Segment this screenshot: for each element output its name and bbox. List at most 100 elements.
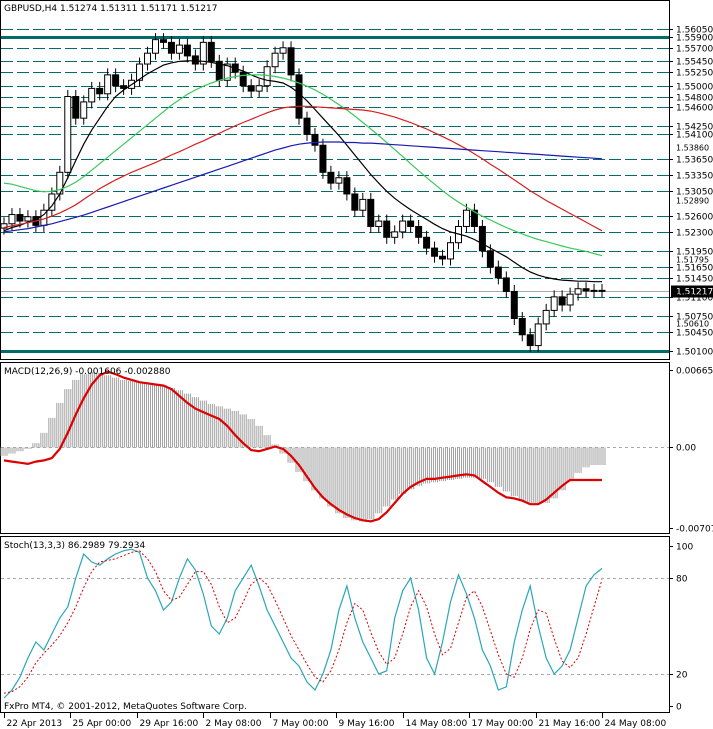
candle-body (64, 96, 72, 173)
candle-body (351, 193, 359, 211)
candle-body (151, 39, 159, 54)
candle-body (8, 214, 16, 225)
candle-body (80, 101, 88, 119)
candle-body (175, 44, 183, 54)
candle-body (439, 255, 447, 260)
macd-title: MACD(12,26,9) -0.001606 -0.002880 (4, 367, 171, 377)
price-tick-label: 1.52300 (676, 229, 713, 239)
candle-body (470, 209, 478, 227)
candle-body (478, 225, 486, 252)
symbol-header: GBPUSD,H4 1.51274 1.51311 1.51171 1.5121… (4, 4, 217, 14)
candle-body (526, 334, 534, 347)
time-tick-label: 9 May 16:00 (339, 719, 395, 729)
price-tick-label-partial: 1.50610 (676, 320, 709, 329)
time-tick-label: 7 May 00:00 (273, 719, 329, 729)
candle-body (415, 225, 423, 238)
main-panel-frame (0, 0, 670, 360)
price-tick-label: 1.51450 (676, 275, 713, 285)
candle-body (598, 289, 606, 292)
candle-body (494, 266, 502, 279)
price-tick-label-partial: 1.51795 (676, 256, 709, 265)
price-tick-label: 1.50100 (676, 348, 713, 358)
candle-body (542, 309, 550, 325)
macd-tick-label: 0.00 (676, 444, 696, 454)
time-tick-label: 21 May 16:00 (539, 719, 601, 729)
ma-blue-line (3, 141, 603, 233)
time-tick-label: 29 Apr 16:00 (140, 719, 199, 729)
candle-body (518, 318, 526, 336)
candle-body (183, 44, 191, 57)
candle-body (144, 52, 152, 65)
candle-body (223, 63, 231, 81)
candle-body (239, 71, 247, 87)
candle-body (311, 133, 319, 146)
candle-body (391, 231, 399, 238)
time-tick-label: 22 Apr 2013 (7, 719, 63, 729)
candle-body (120, 85, 128, 89)
candle-body (558, 296, 566, 306)
candle-body (191, 55, 199, 65)
candle-body (271, 52, 279, 68)
candle-body (510, 290, 518, 320)
stoch-signal-line (3, 550, 603, 694)
stoch-tick-label: 20 (676, 671, 688, 681)
candle-body (367, 198, 375, 227)
candle-body (207, 41, 215, 62)
price-tick-label: 1.51100 (676, 294, 713, 304)
candle-body (534, 323, 542, 347)
candle-body (287, 47, 295, 76)
time-tick-label: 25 Apr 00:00 (73, 719, 132, 729)
macd-tick-label: 0.006658 (676, 367, 713, 377)
price-tick-label: 1.54600 (676, 104, 713, 114)
candle-body (327, 171, 335, 184)
candle-body (88, 87, 96, 103)
candle-body (24, 216, 32, 222)
candle-body (112, 74, 120, 87)
price-tick-label: 1.54800 (676, 94, 713, 104)
candle-body (359, 198, 367, 211)
candle-body (462, 209, 470, 227)
candle-body (335, 177, 343, 184)
candle-body (566, 293, 574, 306)
candle-body (159, 39, 167, 43)
candle-body (295, 74, 303, 119)
candle-body (104, 74, 112, 95)
candle-body (0, 223, 8, 229)
candle-body (582, 288, 590, 292)
price-tick-label: 1.54250 (676, 123, 713, 133)
macd-layer (0, 370, 669, 523)
candle-body (383, 220, 391, 238)
stoch-panel-frame (0, 536, 670, 713)
price-tick-label: 1.51950 (676, 248, 713, 258)
candle-body (279, 47, 287, 54)
candle-body (431, 247, 439, 257)
time-tick-label: 17 May 00:00 (472, 719, 534, 729)
candle-body (399, 220, 407, 233)
price-tick-label: 1.53650 (676, 156, 713, 166)
time-tick-label: 24 May 08:00 (605, 719, 667, 729)
stoch-layer (1, 548, 669, 699)
price-tick-label: 1.55900 (676, 34, 713, 44)
candle-body (447, 242, 455, 260)
time-tick-label: 14 May 08:00 (406, 719, 468, 729)
candle-body (16, 214, 24, 222)
candle-body (590, 289, 598, 292)
candle-body (96, 87, 104, 95)
price-tick-label-partial: 1.53860 (676, 144, 709, 153)
candle-body (167, 41, 175, 54)
price-tick-label: 1.53050 (676, 188, 713, 198)
ma-green-line (3, 74, 603, 257)
stoch-tick-label: 0 (676, 703, 682, 713)
ma-red-line (3, 105, 603, 232)
candle-body (550, 296, 558, 311)
time-axis: 22 Apr 2013 25 Apr 00:00 29 Apr 16:00 2 May… (4, 713, 667, 729)
ma-black-line (3, 60, 602, 283)
candle-body (407, 220, 415, 227)
current-price-box (671, 285, 713, 298)
stoch-tick-label: 80 (676, 575, 688, 585)
stoch-axis: 100 80 20 0 (669, 543, 693, 713)
candle-body (255, 85, 263, 92)
candle-body (199, 41, 207, 65)
